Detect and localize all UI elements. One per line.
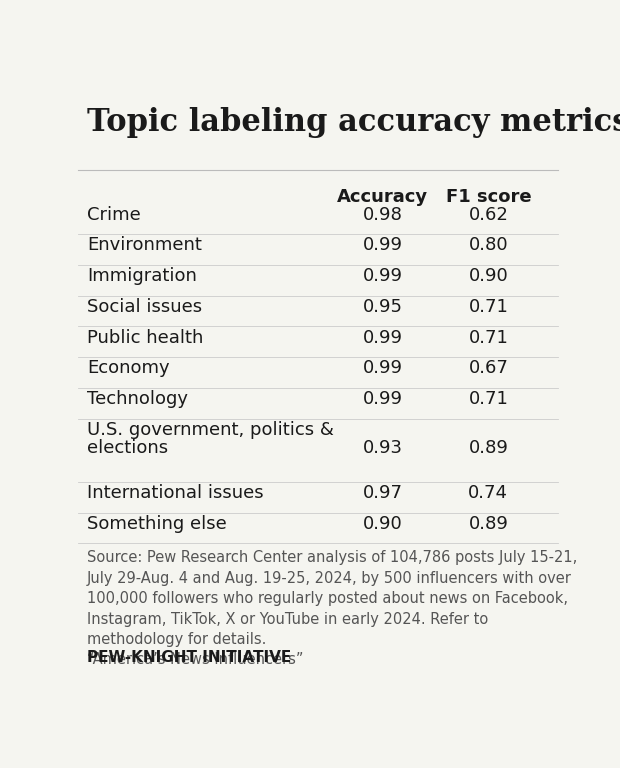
Text: 0.99: 0.99 bbox=[363, 237, 402, 254]
Text: PEW-KNIGHT INITIATIVE: PEW-KNIGHT INITIATIVE bbox=[87, 650, 291, 664]
Text: 0.90: 0.90 bbox=[469, 267, 508, 285]
Text: 0.71: 0.71 bbox=[468, 390, 508, 409]
Text: 0.62: 0.62 bbox=[468, 206, 508, 223]
Text: 0.99: 0.99 bbox=[363, 267, 402, 285]
Text: 0.71: 0.71 bbox=[468, 329, 508, 346]
Text: 0.93: 0.93 bbox=[363, 439, 402, 457]
Text: Social issues: Social issues bbox=[87, 298, 202, 316]
Text: Environment: Environment bbox=[87, 237, 202, 254]
Text: Source: Pew Research Center analysis of 104,786 posts July 15-21,
July 29-Aug. 4: Source: Pew Research Center analysis of … bbox=[87, 551, 577, 667]
Text: 0.89: 0.89 bbox=[468, 439, 508, 457]
Text: Something else: Something else bbox=[87, 515, 227, 533]
Text: 0.71: 0.71 bbox=[468, 298, 508, 316]
Text: 0.90: 0.90 bbox=[363, 515, 402, 533]
Text: International issues: International issues bbox=[87, 485, 264, 502]
Text: 0.80: 0.80 bbox=[469, 237, 508, 254]
Text: 0.74: 0.74 bbox=[468, 485, 508, 502]
Text: 0.89: 0.89 bbox=[468, 515, 508, 533]
Text: 0.97: 0.97 bbox=[363, 485, 402, 502]
Text: 0.67: 0.67 bbox=[468, 359, 508, 377]
Text: Economy: Economy bbox=[87, 359, 170, 377]
Text: 0.99: 0.99 bbox=[363, 390, 402, 409]
Text: F1 score: F1 score bbox=[446, 188, 531, 206]
Text: 0.98: 0.98 bbox=[363, 206, 402, 223]
Text: 0.99: 0.99 bbox=[363, 359, 402, 377]
Text: Topic labeling accuracy metrics: Topic labeling accuracy metrics bbox=[87, 107, 620, 138]
Text: elections: elections bbox=[87, 439, 168, 457]
Text: Technology: Technology bbox=[87, 390, 188, 409]
Text: Accuracy: Accuracy bbox=[337, 188, 428, 206]
Text: Crime: Crime bbox=[87, 206, 141, 223]
Text: Public health: Public health bbox=[87, 329, 203, 346]
Text: 0.99: 0.99 bbox=[363, 329, 402, 346]
Text: Immigration: Immigration bbox=[87, 267, 197, 285]
Text: 0.95: 0.95 bbox=[363, 298, 402, 316]
Text: U.S. government, politics &: U.S. government, politics & bbox=[87, 421, 334, 439]
